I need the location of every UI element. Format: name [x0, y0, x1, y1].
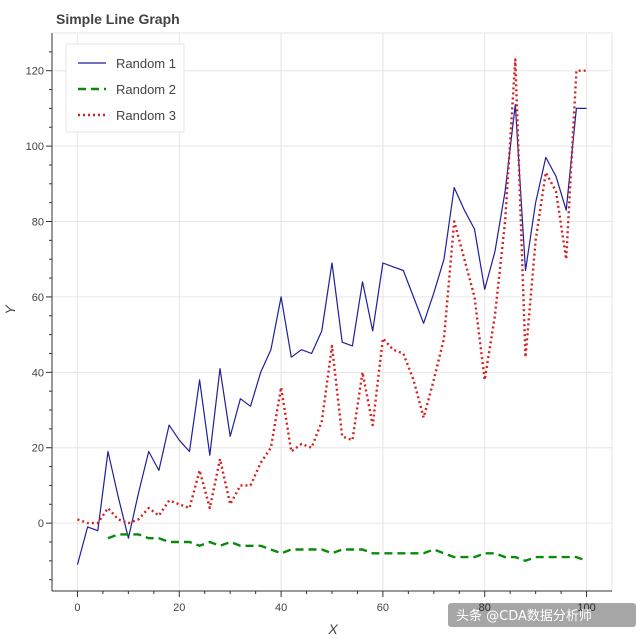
- x-tick-label: 40: [275, 602, 287, 614]
- watermark-text: 头条 @CDA数据分析师: [456, 608, 592, 624]
- y-axis-label: Y: [2, 304, 18, 315]
- watermark: 头条 @CDA数据分析师: [448, 603, 636, 627]
- series-line-2: [107, 533, 587, 562]
- legend-label-1: Random 1: [116, 56, 176, 71]
- y-tick-label: 60: [32, 292, 44, 304]
- legend-label-2: Random 2: [116, 82, 176, 97]
- series-line-1: [76, 103, 587, 565]
- legend-label-3: Random 3: [116, 108, 176, 123]
- x-axis-label: X: [327, 621, 338, 637]
- x-tick-label: 80: [479, 602, 491, 614]
- series-lines: [76, 58, 587, 565]
- y-tick-label: 20: [32, 443, 44, 455]
- x-tick-label: 100: [577, 602, 595, 614]
- legend: Random 1 Random 2 Random 3: [65, 43, 185, 133]
- y-tick-label: 0: [38, 518, 44, 530]
- y-tick-label: 40: [32, 367, 44, 379]
- series-line-3: [77, 58, 587, 525]
- axes: 0 20 40 60 80 100 0 20 40 60 80 100 120: [26, 33, 612, 614]
- y-tick-label: 100: [26, 141, 44, 153]
- y-tick-label: 80: [32, 217, 44, 229]
- x-tick-label: 0: [74, 602, 80, 614]
- x-tick-label: 60: [377, 602, 389, 614]
- x-tick-label: 20: [173, 602, 185, 614]
- chart-title: Simple Line Graph: [56, 11, 180, 27]
- y-tick-label: 120: [26, 66, 44, 78]
- watermark-background: [448, 603, 636, 627]
